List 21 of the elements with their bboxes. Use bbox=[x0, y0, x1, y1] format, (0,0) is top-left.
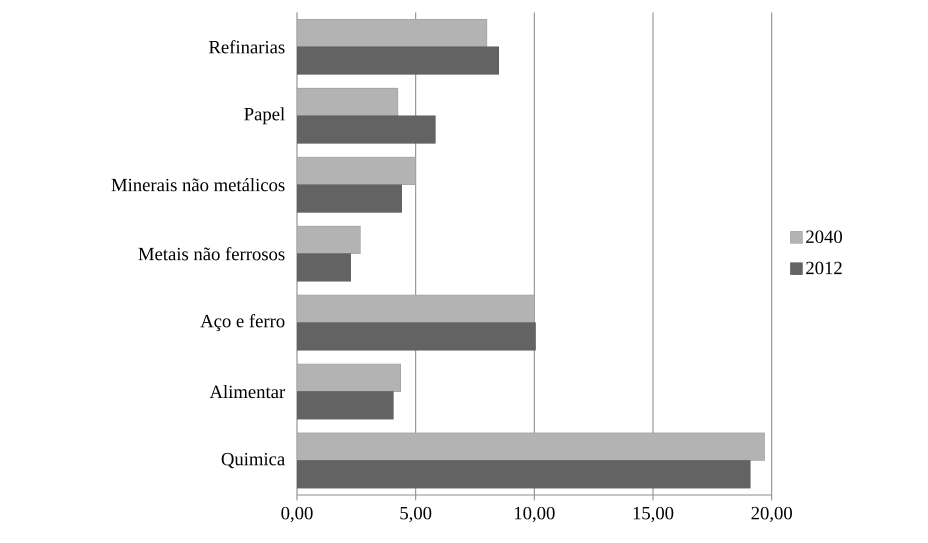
x-tick-label: 20,00 bbox=[751, 506, 792, 522]
y-tick-label: Metais não ferrosos bbox=[138, 246, 284, 260]
bar bbox=[297, 391, 394, 420]
x-tick-label: 10,00 bbox=[514, 506, 555, 522]
y-tick-label: Alimentar bbox=[210, 384, 286, 398]
bar bbox=[297, 253, 351, 282]
bar bbox=[297, 184, 402, 213]
legend-label: 2040 bbox=[806, 230, 842, 244]
bar bbox=[297, 46, 500, 75]
y-tick-label: Minerais não metálicos bbox=[112, 178, 285, 192]
y-tick-label: Aço e ferro bbox=[200, 314, 284, 332]
x-tick-label: 5,00 bbox=[400, 506, 432, 522]
y-tick-label: Quimica bbox=[222, 452, 285, 468]
y-tick-label: Papel bbox=[244, 107, 285, 124]
bar bbox=[297, 322, 536, 350]
bar bbox=[297, 115, 436, 144]
bar bbox=[297, 460, 751, 488]
x-tick-label: 0,00 bbox=[281, 506, 313, 522]
y-tick-label: Refinarias bbox=[209, 40, 285, 54]
legend-label: 2012 bbox=[806, 262, 842, 274]
x-tick-label: 15,00 bbox=[634, 506, 674, 522]
